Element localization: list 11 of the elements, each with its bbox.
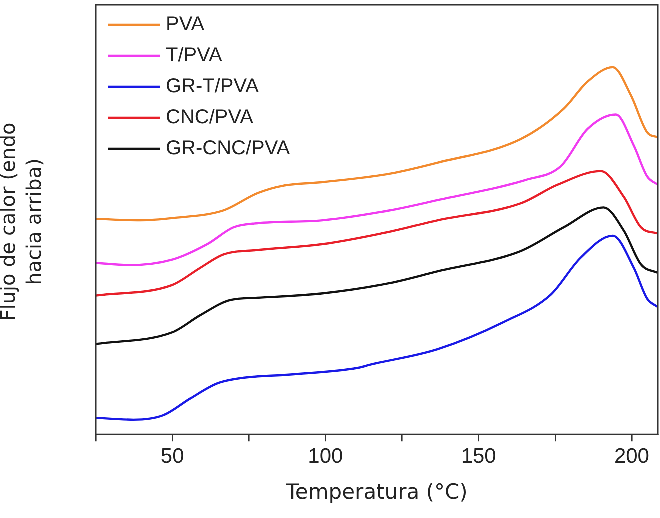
legend-label: CNC/PVA xyxy=(166,106,254,129)
legend-label: GR-T/PVA xyxy=(166,76,260,98)
x-tick-label: 150 xyxy=(461,444,496,468)
legend-label: T/PVA xyxy=(166,44,223,67)
x-tick-label: 100 xyxy=(308,444,344,468)
x-axis-title: Temperatura (°C) xyxy=(285,480,468,504)
x-tick-label: 200 xyxy=(614,444,650,468)
legend-label: GR-CNC/PVA xyxy=(166,138,291,160)
legend-label: PVA xyxy=(166,14,206,36)
y-axis-title: Flujo de calor (endo hacia arriba) xyxy=(0,122,47,324)
x-tick-label: 50 xyxy=(160,444,184,468)
